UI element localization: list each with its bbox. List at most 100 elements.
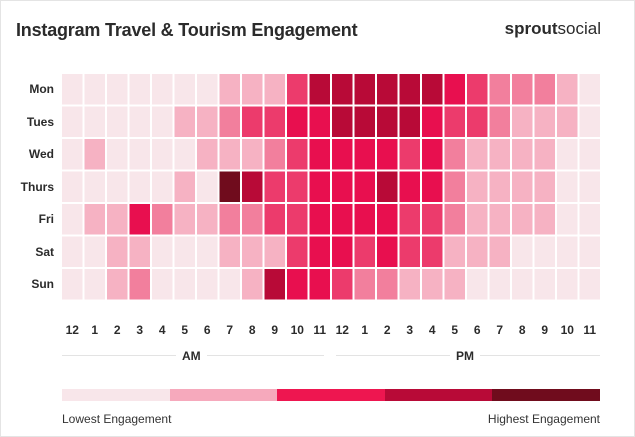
legend-high-label: Highest Engagement	[487, 412, 600, 426]
legend-low-label: Lowest Engagement	[62, 412, 172, 426]
chart-title: Instagram Travel & Tourism Engagement	[16, 20, 358, 40]
heatmap-cell	[467, 139, 488, 170]
heatmap-cell	[489, 139, 510, 170]
heatmap-cell	[62, 74, 83, 105]
heatmap-cell	[264, 269, 285, 300]
heatmap-cell	[129, 106, 150, 137]
heatmap-cell	[174, 236, 195, 267]
heatmap-cell	[197, 139, 218, 170]
heatmap	[62, 74, 600, 300]
heatmap-cell	[174, 139, 195, 170]
hour-label: 7	[226, 323, 234, 337]
heatmap-cell	[399, 204, 420, 235]
heatmap-cell	[354, 139, 375, 170]
heatmap-cell	[377, 204, 398, 235]
heatmap-cell	[467, 236, 488, 267]
heatmap-cell	[129, 139, 150, 170]
heatmap-cell	[264, 106, 285, 137]
heatmap-cell	[152, 106, 173, 137]
hour-label: 3	[136, 323, 144, 337]
heatmap-cell	[399, 139, 420, 170]
heatmap-cell	[287, 171, 308, 202]
heatmap-cell	[332, 204, 353, 235]
day-label: Mon	[29, 82, 54, 97]
hour-label: 8	[518, 323, 526, 337]
heatmap-cell	[332, 139, 353, 170]
heatmap-cell	[399, 269, 420, 300]
heatmap-cell	[579, 139, 600, 170]
heatmap-cell	[219, 236, 240, 267]
heatmap-cell	[62, 204, 83, 235]
heatmap-cell	[399, 171, 420, 202]
hour-label: 10	[290, 323, 304, 337]
heatmap-cell	[309, 236, 330, 267]
heatmap-cell	[377, 171, 398, 202]
heatmap-cell	[174, 106, 195, 137]
day-label: Sun	[31, 277, 54, 292]
heatmap-cell	[534, 269, 555, 300]
heatmap-cell	[264, 139, 285, 170]
heatmap-cell	[152, 171, 173, 202]
heatmap-cell	[219, 171, 240, 202]
heatmap-cell	[557, 106, 578, 137]
heatmap-cell	[557, 171, 578, 202]
heatmap-cell	[467, 74, 488, 105]
heatmap-cell	[242, 106, 263, 137]
heatmap-cell	[62, 269, 83, 300]
legend-swatch	[62, 389, 170, 401]
heatmap-cell	[332, 269, 353, 300]
heatmap-cell	[219, 139, 240, 170]
hour-label: 11	[313, 323, 327, 337]
am-label: AM	[176, 349, 207, 363]
heatmap-cell	[399, 236, 420, 267]
day-label: Sat	[35, 244, 54, 259]
heatmap-cell	[399, 74, 420, 105]
hour-label: 9	[271, 323, 279, 337]
day-label: Fri	[38, 212, 54, 227]
heatmap-cell	[152, 204, 173, 235]
heatmap-cell	[354, 236, 375, 267]
heatmap-cell	[287, 236, 308, 267]
heatmap-cell	[512, 204, 533, 235]
heatmap-cell	[62, 171, 83, 202]
heatmap-cell	[579, 204, 600, 235]
heatmap-cell	[354, 171, 375, 202]
heatmap-cell	[579, 171, 600, 202]
heatmap-cell	[309, 204, 330, 235]
heatmap-cell	[84, 269, 105, 300]
hour-label: 10	[560, 323, 574, 337]
heatmap-cell	[534, 139, 555, 170]
heatmap-cell	[557, 139, 578, 170]
heatmap-cell	[197, 269, 218, 300]
hour-label: 11	[583, 323, 597, 337]
heatmap-cell	[107, 171, 128, 202]
heatmap-cell	[152, 74, 173, 105]
heatmap-cell	[197, 171, 218, 202]
heatmap-cell	[242, 74, 263, 105]
hour-label: 12	[65, 323, 79, 337]
heatmap-cell	[152, 236, 173, 267]
hour-label: 9	[541, 323, 549, 337]
hour-label: 8	[248, 323, 256, 337]
heatmap-cell	[579, 269, 600, 300]
heatmap-cell	[287, 269, 308, 300]
legend-swatch	[384, 389, 493, 401]
heatmap-cell	[287, 106, 308, 137]
heatmap-cell	[242, 204, 263, 235]
heatmap-cell	[534, 204, 555, 235]
heatmap-cell	[444, 236, 465, 267]
heatmap-cell	[489, 106, 510, 137]
heatmap-cell	[62, 106, 83, 137]
heatmap-cell	[579, 74, 600, 105]
heatmap-cell	[107, 269, 128, 300]
heatmap-cell	[422, 269, 443, 300]
heatmap-cell	[512, 139, 533, 170]
heatmap-cell	[422, 204, 443, 235]
heatmap-cell	[377, 269, 398, 300]
heatmap-cell	[467, 269, 488, 300]
heatmap-cell	[197, 236, 218, 267]
heatmap-cell	[129, 74, 150, 105]
hour-label: 4	[158, 323, 166, 337]
heatmap-cell	[557, 236, 578, 267]
heatmap-cell	[242, 171, 263, 202]
